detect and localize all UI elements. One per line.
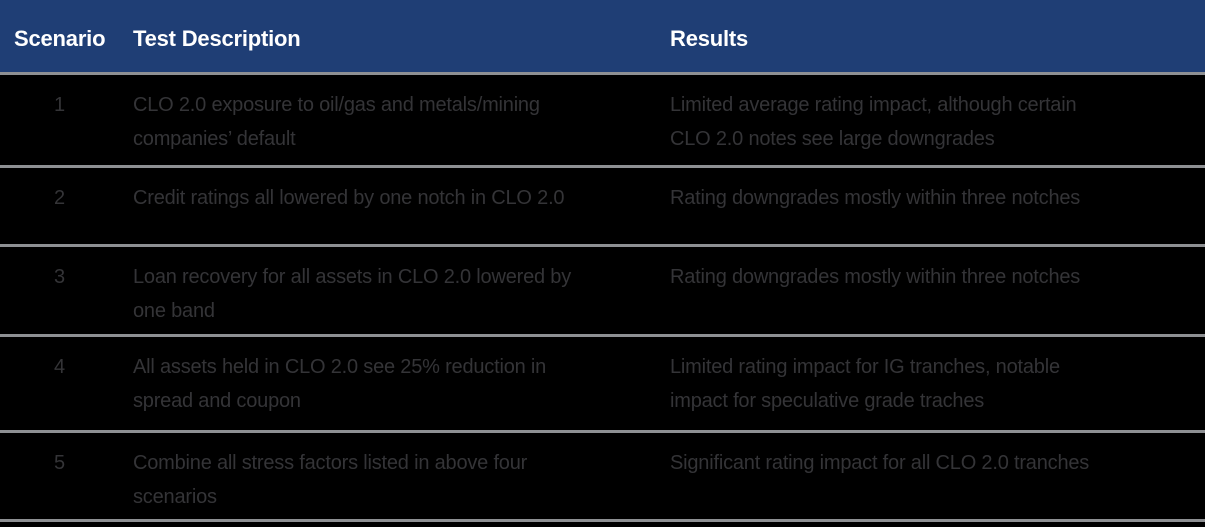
- column-header-test-description: Test Description: [120, 0, 656, 75]
- scenario-number: 2: [0, 166, 120, 247]
- table-row: 3 Loan recovery for all assets in CLO 2.…: [0, 245, 1205, 337]
- test-description-cell: Combine all stress factors listed in abo…: [120, 431, 656, 522]
- results-cell: Limited rating impact for IG tranches, n…: [656, 335, 1205, 433]
- scenario-number: 5: [0, 431, 120, 522]
- table-body: 1 CLO 2.0 exposure to oil/gas and metals…: [0, 73, 1205, 522]
- header-row: Scenario Test Description Results: [0, 0, 1205, 75]
- test-description-cell: CLO 2.0 exposure to oil/gas and metals/m…: [120, 73, 656, 168]
- scenario-number: 3: [0, 245, 120, 337]
- table-row: 1 CLO 2.0 exposure to oil/gas and metals…: [0, 73, 1205, 168]
- results-cell: Significant rating impact for all CLO 2.…: [656, 431, 1205, 522]
- results-cell: Rating downgrades mostly within three no…: [656, 245, 1205, 337]
- table-header: Scenario Test Description Results: [0, 0, 1205, 75]
- test-description-cell: Loan recovery for all assets in CLO 2.0 …: [120, 245, 656, 337]
- table-row: 2 Credit ratings all lowered by one notc…: [0, 166, 1205, 247]
- table-row: 4 All assets held in CLO 2.0 see 25% red…: [0, 335, 1205, 433]
- test-description-cell: All assets held in CLO 2.0 see 25% reduc…: [120, 335, 656, 433]
- scenario-number: 1: [0, 73, 120, 168]
- results-cell: Rating downgrades mostly within three no…: [656, 166, 1205, 247]
- scenario-number: 4: [0, 335, 120, 433]
- table-row: 5 Combine all stress factors listed in a…: [0, 431, 1205, 522]
- results-cell: Limited average rating impact, although …: [656, 73, 1205, 168]
- column-header-results: Results: [656, 0, 1205, 75]
- column-header-scenario: Scenario: [0, 0, 120, 75]
- test-description-cell: Credit ratings all lowered by one notch …: [120, 166, 656, 247]
